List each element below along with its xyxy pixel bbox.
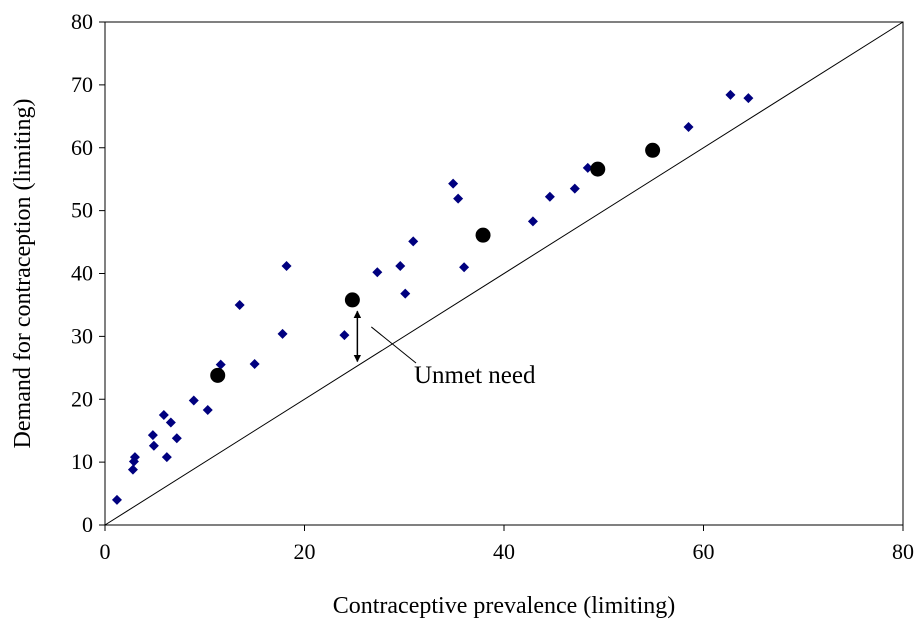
data-point-diamond: [527, 216, 538, 227]
data-point-diamond: [582, 162, 593, 173]
y-tick-label: 70: [71, 72, 93, 97]
data-point-diamond: [129, 452, 140, 463]
data-point-diamond: [111, 494, 122, 505]
data-point-diamond: [400, 288, 411, 299]
y-tick-label: 40: [71, 261, 93, 286]
data-point-diamond: [339, 330, 350, 341]
data-point-circle: [475, 227, 491, 243]
data-point-diamond: [234, 299, 245, 310]
y-axis-title: Demand for contraception (limiting): [10, 99, 36, 449]
data-point-diamond: [202, 404, 213, 415]
y-tick-label: 60: [71, 135, 93, 160]
data-point-diamond: [459, 262, 470, 273]
y-axis-ticks: 0 10 20 30 40 50 60 70 80: [71, 9, 105, 537]
data-point-diamond: [249, 359, 260, 370]
data-point-diamond: [188, 395, 199, 406]
annotation-pointer-line: [371, 326, 417, 364]
y-tick-label: 10: [71, 449, 93, 474]
x-tick-label: 60: [693, 539, 715, 564]
data-point-circle: [645, 142, 661, 158]
data-point-diamond: [395, 260, 406, 271]
data-point-diamond: [448, 178, 459, 189]
x-axis-title: Contraceptive prevalence (limiting): [333, 593, 676, 619]
y-tick-label: 20: [71, 386, 93, 411]
data-point-diamond: [161, 452, 172, 463]
x-tick-label: 80: [892, 539, 914, 564]
data-point-diamond: [408, 236, 419, 247]
data-point-diamond: [725, 89, 736, 100]
data-point-diamond: [281, 260, 292, 271]
x-tick-label: 0: [100, 539, 111, 564]
parity-line: [104, 21, 904, 526]
y-tick-label: 0: [82, 512, 93, 537]
data-point-circle: [344, 292, 360, 308]
data-point-diamond: [215, 359, 226, 370]
x-tick-label: 40: [493, 539, 515, 564]
annotation-label: Unmet need: [414, 362, 536, 389]
data-point-diamond: [569, 183, 580, 194]
data-point-diamond: [544, 191, 555, 202]
data-point-diamond: [127, 464, 138, 475]
data-point-circle: [210, 367, 226, 383]
data-point-diamond: [453, 193, 464, 204]
x-axis-ticks: 0 20 40 60 80: [100, 525, 914, 564]
circle-series: [210, 142, 661, 383]
data-point-diamond: [158, 409, 169, 420]
data-point-diamond: [743, 93, 754, 104]
y-tick-label: 30: [71, 323, 93, 348]
data-point-diamond: [171, 433, 182, 444]
data-point-diamond: [165, 417, 176, 428]
data-point-diamond: [372, 267, 383, 278]
y-tick-label: 50: [71, 198, 93, 223]
y-tick-label: 80: [71, 9, 93, 34]
data-point-diamond: [277, 328, 288, 339]
data-point-diamond: [147, 430, 158, 441]
data-point-diamond: [683, 122, 694, 133]
data-point-diamond: [148, 440, 159, 451]
x-tick-label: 20: [294, 539, 316, 564]
data-point-circle: [590, 161, 606, 177]
